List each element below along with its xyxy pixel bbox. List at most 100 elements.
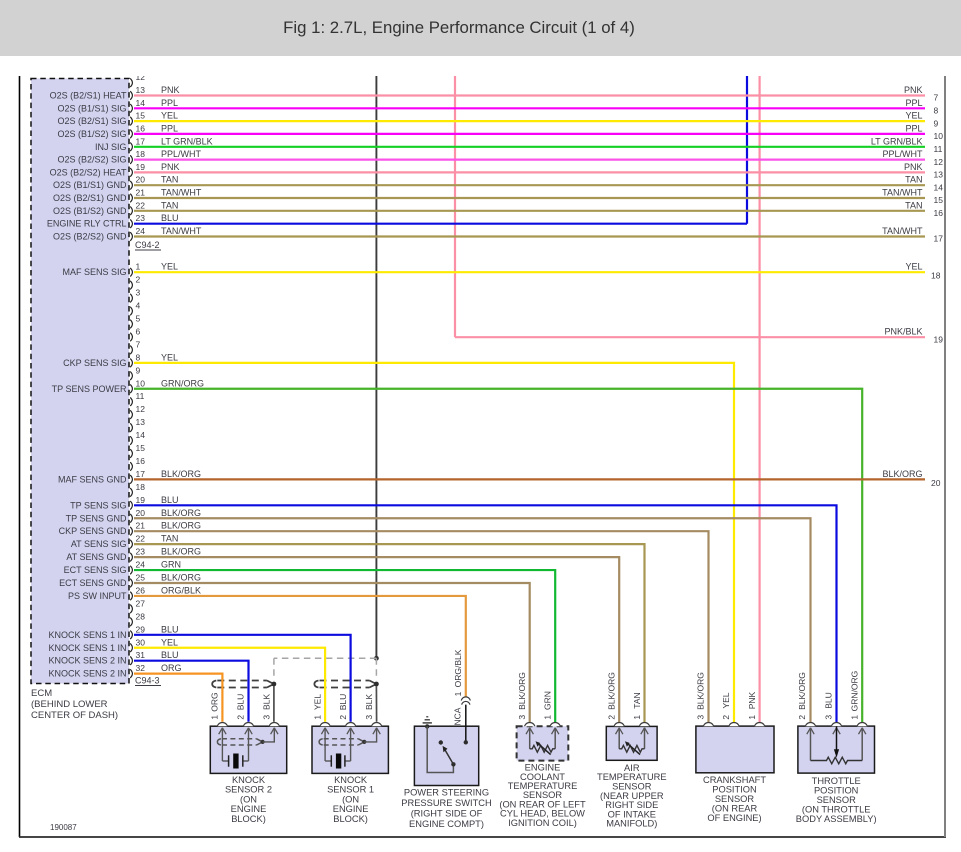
svg-text:TP SENS SIG: TP SENS SIG bbox=[70, 500, 126, 510]
svg-text:BLK/ORG: BLK/ORG bbox=[882, 469, 922, 479]
svg-text:LT GRN/BLK: LT GRN/BLK bbox=[161, 136, 213, 146]
svg-text:CKP SENS GND: CKP SENS GND bbox=[59, 526, 127, 536]
svg-text:3: 3 bbox=[824, 715, 834, 720]
svg-text:O2S (B2/S2) HEAT: O2S (B2/S2) HEAT bbox=[50, 167, 127, 177]
svg-text:18: 18 bbox=[931, 271, 941, 281]
svg-text:BLU: BLU bbox=[161, 213, 179, 223]
svg-text:TAN/WHT: TAN/WHT bbox=[882, 226, 923, 236]
svg-text:(ON THROTTLE: (ON THROTTLE bbox=[802, 804, 871, 814]
svg-text:1: 1 bbox=[543, 715, 553, 720]
svg-text:KNOCK SENS 2 IN: KNOCK SENS 2 IN bbox=[48, 669, 126, 679]
svg-text:KNOCK SENS 1 IN: KNOCK SENS 1 IN bbox=[48, 643, 126, 653]
svg-text:BLK/ORG: BLK/ORG bbox=[161, 573, 201, 583]
svg-text:KNOCK SENS 1 IN: KNOCK SENS 1 IN bbox=[48, 630, 126, 640]
svg-text:ECT SENS SIG: ECT SENS SIG bbox=[64, 565, 127, 575]
svg-text:YEL: YEL bbox=[161, 637, 178, 647]
svg-text:23: 23 bbox=[136, 547, 146, 557]
svg-text:CKP SENS SIG: CKP SENS SIG bbox=[63, 358, 126, 368]
svg-text:O2S (B2/S1) GND: O2S (B2/S1) GND bbox=[53, 193, 127, 203]
svg-text:17: 17 bbox=[136, 469, 146, 479]
svg-text:10: 10 bbox=[136, 378, 146, 388]
svg-text:LT GRN/BLK: LT GRN/BLK bbox=[871, 136, 923, 146]
svg-text:8: 8 bbox=[136, 352, 141, 362]
svg-text:COOLANT: COOLANT bbox=[520, 772, 565, 782]
svg-text:INJ SIG: INJ SIG bbox=[95, 142, 127, 152]
svg-text:(ON: (ON bbox=[240, 794, 257, 804]
svg-text:28: 28 bbox=[136, 611, 146, 621]
svg-text:PNK: PNK bbox=[161, 85, 180, 95]
svg-text:YEL: YEL bbox=[905, 262, 922, 272]
svg-text:MANIFOLD): MANIFOLD) bbox=[606, 819, 657, 829]
svg-text:29: 29 bbox=[136, 624, 146, 634]
svg-text:14: 14 bbox=[136, 430, 146, 440]
svg-text:TAN: TAN bbox=[161, 175, 178, 185]
svg-text:C94-3: C94-3 bbox=[135, 676, 160, 686]
svg-text:SENSOR: SENSOR bbox=[715, 794, 755, 804]
svg-text:CRANKSHAFT: CRANKSHAFT bbox=[703, 775, 766, 785]
svg-text:8: 8 bbox=[934, 106, 939, 116]
svg-text:19: 19 bbox=[136, 495, 146, 505]
svg-text:190087: 190087 bbox=[50, 823, 77, 832]
svg-text:AIR: AIR bbox=[624, 763, 640, 773]
svg-text:SENSOR: SENSOR bbox=[523, 790, 563, 800]
svg-text:MAF SENS SIG: MAF SENS SIG bbox=[62, 267, 126, 277]
svg-text:BLK: BLK bbox=[364, 694, 374, 710]
svg-text:PS SW INPUT: PS SW INPUT bbox=[68, 591, 127, 601]
svg-text:O2S (B2/S2) SIG: O2S (B2/S2) SIG bbox=[57, 155, 126, 165]
svg-text:18: 18 bbox=[136, 482, 146, 492]
svg-text:25: 25 bbox=[136, 573, 146, 583]
svg-text:32: 32 bbox=[136, 663, 146, 673]
svg-text:Fig 1: 2.7L, Engine Performanc: Fig 1: 2.7L, Engine Performance Circuit … bbox=[283, 18, 635, 37]
svg-text:AT SENS SIG: AT SENS SIG bbox=[71, 539, 127, 549]
svg-text:PNK/BLK: PNK/BLK bbox=[884, 327, 922, 337]
svg-text:PRESSURE SWITCH: PRESSURE SWITCH bbox=[401, 798, 491, 808]
svg-text:2: 2 bbox=[606, 715, 616, 720]
svg-text:11: 11 bbox=[934, 144, 943, 154]
svg-text:ECM: ECM bbox=[31, 688, 52, 699]
svg-text:BLK/ORG: BLK/ORG bbox=[161, 521, 201, 531]
svg-text:BLK/ORG: BLK/ORG bbox=[517, 672, 527, 710]
svg-text:24: 24 bbox=[136, 226, 146, 236]
svg-text:15: 15 bbox=[934, 195, 944, 205]
svg-text:3: 3 bbox=[696, 715, 706, 720]
svg-text:22: 22 bbox=[136, 534, 146, 544]
svg-text:TAN: TAN bbox=[905, 175, 922, 185]
svg-text:1: 1 bbox=[849, 715, 859, 720]
svg-text:ENGINE: ENGINE bbox=[525, 763, 561, 773]
svg-text:PPL: PPL bbox=[161, 123, 178, 133]
svg-text:POWER STEERING: POWER STEERING bbox=[404, 788, 489, 798]
svg-text:BLK: BLK bbox=[262, 694, 272, 710]
svg-text:19: 19 bbox=[934, 334, 944, 344]
svg-text:PPL: PPL bbox=[905, 98, 922, 108]
svg-text:O2S (B1/S2) GND: O2S (B1/S2) GND bbox=[53, 206, 127, 216]
svg-text:SENSOR 2: SENSOR 2 bbox=[225, 785, 272, 795]
svg-text:20: 20 bbox=[136, 508, 146, 518]
svg-text:TEMPERATURE: TEMPERATURE bbox=[508, 781, 578, 791]
svg-text:7: 7 bbox=[136, 339, 141, 349]
svg-text:9: 9 bbox=[136, 365, 141, 375]
svg-text:16: 16 bbox=[934, 208, 944, 218]
svg-text:O2S (B2/S1) HEAT: O2S (B2/S1) HEAT bbox=[50, 91, 127, 101]
svg-text:PNK: PNK bbox=[747, 691, 757, 709]
svg-text:14: 14 bbox=[934, 182, 944, 192]
svg-text:ENGINE RLY CTRL: ENGINE RLY CTRL bbox=[47, 219, 127, 229]
svg-text:NCA: NCA bbox=[453, 707, 463, 725]
svg-text:(RIGHT SIDE OF: (RIGHT SIDE OF bbox=[411, 809, 483, 819]
svg-text:BLK/ORG: BLK/ORG bbox=[606, 672, 616, 710]
svg-text:YEL: YEL bbox=[905, 111, 922, 121]
svg-text:3: 3 bbox=[136, 288, 141, 298]
svg-text:TP SENS GND: TP SENS GND bbox=[66, 513, 127, 523]
svg-text:1: 1 bbox=[210, 715, 220, 720]
svg-text:PPL: PPL bbox=[905, 123, 922, 133]
svg-text:BLU: BLU bbox=[161, 495, 179, 505]
svg-text:15: 15 bbox=[136, 443, 146, 453]
svg-text:21: 21 bbox=[136, 521, 146, 531]
svg-text:21: 21 bbox=[136, 188, 146, 198]
svg-text:ECT SENS GND: ECT SENS GND bbox=[59, 578, 127, 588]
svg-text:17: 17 bbox=[136, 136, 146, 146]
svg-text:OF INTAKE: OF INTAKE bbox=[608, 809, 656, 819]
svg-text:GRN/ORG: GRN/ORG bbox=[161, 378, 204, 388]
svg-text:1: 1 bbox=[747, 715, 757, 720]
svg-text:3: 3 bbox=[364, 715, 374, 720]
svg-text:27: 27 bbox=[136, 598, 146, 608]
